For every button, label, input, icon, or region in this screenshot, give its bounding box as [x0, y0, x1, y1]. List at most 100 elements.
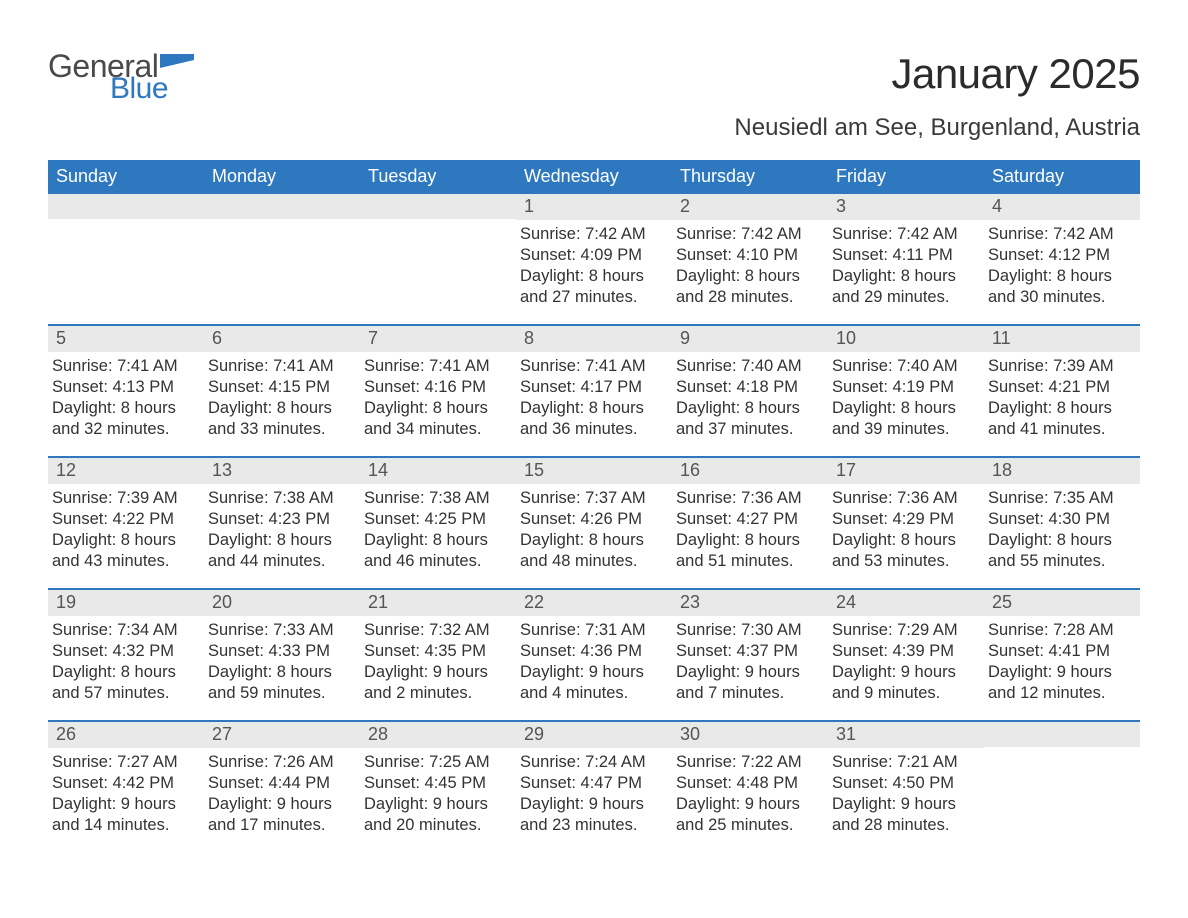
- day-cell: 10Sunrise: 7:40 AMSunset: 4:19 PMDayligh…: [828, 326, 984, 456]
- day-cell: 11Sunrise: 7:39 AMSunset: 4:21 PMDayligh…: [984, 326, 1140, 456]
- day-details: Sunrise: 7:40 AMSunset: 4:19 PMDaylight:…: [828, 352, 984, 440]
- calendar: SundayMondayTuesdayWednesdayThursdayFrid…: [48, 160, 1140, 852]
- weekday-header-cell: Friday: [828, 160, 984, 194]
- day-line-sunrise: Sunrise: 7:42 AM: [520, 224, 664, 245]
- day-line-daylight2: and 57 minutes.: [52, 683, 196, 704]
- day-line-daylight1: Daylight: 9 hours: [832, 662, 976, 683]
- day-line-daylight1: Daylight: 8 hours: [52, 398, 196, 419]
- day-cell: 1 Sunrise: 7:42 AMSunset: 4:09 PMDaylight…: [516, 194, 672, 324]
- day-line-daylight1: Daylight: 8 hours: [52, 530, 196, 551]
- day-line-daylight1: Daylight: 9 hours: [520, 794, 664, 815]
- day-details: Sunrise: 7:21 AMSunset: 4:50 PMDaylight:…: [828, 748, 984, 836]
- day-line-sunset: Sunset: 4:42 PM: [52, 773, 196, 794]
- day-number: 4: [984, 194, 1140, 220]
- day-line-sunrise: Sunrise: 7:26 AM: [208, 752, 352, 773]
- day-cell: 12Sunrise: 7:39 AMSunset: 4:22 PMDayligh…: [48, 458, 204, 588]
- day-line-daylight2: and 55 minutes.: [988, 551, 1132, 572]
- day-line-daylight1: Daylight: 8 hours: [832, 530, 976, 551]
- day-number: 28: [360, 722, 516, 748]
- day-line-sunset: Sunset: 4:12 PM: [988, 245, 1132, 266]
- day-line-sunset: Sunset: 4:15 PM: [208, 377, 352, 398]
- day-number: 3: [828, 194, 984, 220]
- day-line-sunrise: Sunrise: 7:27 AM: [52, 752, 196, 773]
- location-subtitle: Neusiedl am See, Burgenland, Austria: [734, 114, 1140, 142]
- day-details: Sunrise: 7:36 AMSunset: 4:29 PMDaylight:…: [828, 484, 984, 572]
- day-number: 6: [204, 326, 360, 352]
- day-number: 11: [984, 326, 1140, 352]
- day-number: 8: [516, 326, 672, 352]
- day-details: Sunrise: 7:41 AMSunset: 4:15 PMDaylight:…: [204, 352, 360, 440]
- day-line-sunset: Sunset: 4:09 PM: [520, 245, 664, 266]
- logo: General Blue: [48, 50, 194, 104]
- day-line-sunset: Sunset: 4:33 PM: [208, 641, 352, 662]
- day-line-daylight2: and 46 minutes.: [364, 551, 508, 572]
- day-number: [48, 194, 204, 219]
- day-cell: 5Sunrise: 7:41 AMSunset: 4:13 PMDaylight…: [48, 326, 204, 456]
- day-line-sunset: Sunset: 4:30 PM: [988, 509, 1132, 530]
- day-cell: 16Sunrise: 7:36 AMSunset: 4:27 PMDayligh…: [672, 458, 828, 588]
- day-line-daylight2: and 43 minutes.: [52, 551, 196, 572]
- day-number: 27: [204, 722, 360, 748]
- day-cell: 7Sunrise: 7:41 AMSunset: 4:16 PMDaylight…: [360, 326, 516, 456]
- day-line-daylight2: and 30 minutes.: [988, 287, 1132, 308]
- day-line-daylight1: Daylight: 8 hours: [676, 266, 820, 287]
- day-details: Sunrise: 7:42 AMSunset: 4:12 PMDaylight:…: [984, 220, 1140, 308]
- week-row: 1Sunrise: 7:42 AMSunset: 4:09 PMDaylight…: [48, 194, 1140, 324]
- day-cell: 31Sunrise: 7:21 AMSunset: 4:50 PMDayligh…: [828, 722, 984, 852]
- day-line-daylight2: and 12 minutes.: [988, 683, 1132, 704]
- day-number: 22: [516, 590, 672, 616]
- day-line-daylight2: and 9 minutes.: [832, 683, 976, 704]
- day-number: 20: [204, 590, 360, 616]
- day-number: 17: [828, 458, 984, 484]
- day-details: Sunrise: 7:22 AMSunset: 4:48 PMDaylight:…: [672, 748, 828, 836]
- day-line-daylight1: Daylight: 8 hours: [676, 398, 820, 419]
- day-line-sunrise: Sunrise: 7:36 AM: [676, 488, 820, 509]
- day-line-daylight1: Daylight: 8 hours: [520, 266, 664, 287]
- day-line-sunrise: Sunrise: 7:41 AM: [520, 356, 664, 377]
- day-number: 18: [984, 458, 1140, 484]
- day-number: [984, 722, 1140, 747]
- day-line-daylight2: and 23 minutes.: [520, 815, 664, 836]
- day-number: 23: [672, 590, 828, 616]
- day-cell: 26Sunrise: 7:27 AMSunset: 4:42 PMDayligh…: [48, 722, 204, 852]
- day-line-daylight2: and 32 minutes.: [52, 419, 196, 440]
- day-line-daylight1: Daylight: 9 hours: [208, 794, 352, 815]
- day-line-daylight1: Daylight: 8 hours: [208, 530, 352, 551]
- day-line-sunset: Sunset: 4:50 PM: [832, 773, 976, 794]
- header: General Blue January 2025 Neusiedl am Se…: [48, 50, 1140, 142]
- day-line-sunset: Sunset: 4:18 PM: [676, 377, 820, 398]
- day-line-sunset: Sunset: 4:48 PM: [676, 773, 820, 794]
- day-details: Sunrise: 7:34 AMSunset: 4:32 PMDaylight:…: [48, 616, 204, 704]
- day-line-daylight2: and 17 minutes.: [208, 815, 352, 836]
- day-cell: 8Sunrise: 7:41 AMSunset: 4:17 PMDaylight…: [516, 326, 672, 456]
- day-cell: 29Sunrise: 7:24 AMSunset: 4:47 PMDayligh…: [516, 722, 672, 852]
- day-line-daylight2: and 36 minutes.: [520, 419, 664, 440]
- day-number: [204, 194, 360, 219]
- day-line-daylight2: and 29 minutes.: [832, 287, 976, 308]
- day-number: 19: [48, 590, 204, 616]
- title-block: January 2025 Neusiedl am See, Burgenland…: [734, 50, 1140, 142]
- day-line-sunrise: Sunrise: 7:21 AM: [832, 752, 976, 773]
- day-line-daylight1: Daylight: 9 hours: [364, 662, 508, 683]
- day-line-sunrise: Sunrise: 7:24 AM: [520, 752, 664, 773]
- day-details: Sunrise: 7:30 AMSunset: 4:37 PMDaylight:…: [672, 616, 828, 704]
- day-line-daylight2: and 25 minutes.: [676, 815, 820, 836]
- day-line-daylight1: Daylight: 8 hours: [832, 398, 976, 419]
- day-line-sunrise: Sunrise: 7:25 AM: [364, 752, 508, 773]
- day-line-sunrise: Sunrise: 7:42 AM: [832, 224, 976, 245]
- day-details: Sunrise: 7:42 AMSunset: 4:11 PMDaylight:…: [828, 220, 984, 308]
- day-number: 25: [984, 590, 1140, 616]
- day-line-daylight2: and 4 minutes.: [520, 683, 664, 704]
- day-line-daylight2: and 33 minutes.: [208, 419, 352, 440]
- day-line-daylight1: Daylight: 8 hours: [520, 398, 664, 419]
- empty-day-cell: [48, 194, 204, 324]
- week-row: 12Sunrise: 7:39 AMSunset: 4:22 PMDayligh…: [48, 456, 1140, 588]
- day-details: Sunrise: 7:35 AMSunset: 4:30 PMDaylight:…: [984, 484, 1140, 572]
- day-line-sunrise: Sunrise: 7:39 AM: [52, 488, 196, 509]
- day-number: 16: [672, 458, 828, 484]
- day-line-daylight1: Daylight: 9 hours: [832, 794, 976, 815]
- day-number: 10: [828, 326, 984, 352]
- day-line-sunset: Sunset: 4:39 PM: [832, 641, 976, 662]
- day-line-daylight2: and 14 minutes.: [52, 815, 196, 836]
- day-number: 1: [516, 194, 672, 220]
